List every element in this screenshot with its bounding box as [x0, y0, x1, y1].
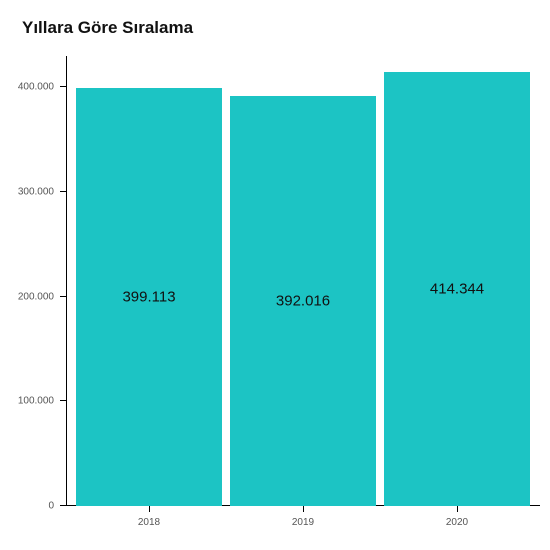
- plot-area: 0100.000200.000300.000400.000 399.113201…: [66, 56, 540, 506]
- x-tick-mark: [457, 506, 458, 512]
- x-tick-mark: [303, 506, 304, 512]
- bars-group: 399.1132018392.0162019414.3442020: [66, 56, 540, 506]
- bar-value-label: 399.113: [122, 289, 175, 306]
- bar-wrap: 399.1132018: [76, 56, 222, 506]
- x-tick-label: 2019: [292, 517, 314, 528]
- bar: 392.016: [230, 96, 376, 506]
- y-axis: 0100.000200.000300.000400.000: [56, 56, 66, 506]
- bar-wrap: 414.3442020: [384, 56, 530, 506]
- bar-wrap: 392.0162019: [230, 56, 376, 506]
- chart-container: Yıllara Göre Sıralama 0100.000200.000300…: [0, 0, 550, 550]
- y-tick-label: 400.000: [18, 82, 54, 93]
- bar: 414.344: [384, 72, 530, 506]
- chart-title: Yıllara Göre Sıralama: [22, 18, 540, 38]
- y-tick-label: 300.000: [18, 187, 54, 198]
- bar-value-label: 392.016: [276, 292, 330, 309]
- x-tick-label: 2020: [446, 517, 468, 528]
- x-tick-mark: [149, 506, 150, 512]
- x-tick-label: 2018: [138, 517, 160, 528]
- y-tick-label: 200.000: [18, 291, 54, 302]
- bar-value-label: 414.344: [430, 281, 484, 298]
- y-tick-label: 100.000: [18, 396, 54, 407]
- bar: 399.113: [76, 88, 222, 506]
- y-tick-label: 0: [48, 501, 54, 512]
